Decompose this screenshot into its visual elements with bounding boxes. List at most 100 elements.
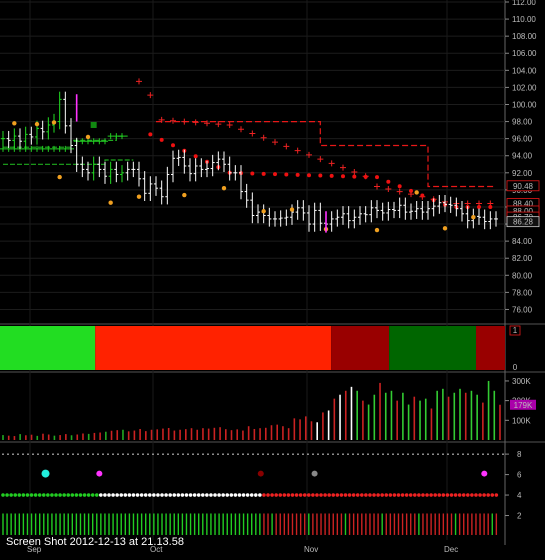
moving-average-dot xyxy=(284,172,289,177)
price-label-box xyxy=(506,180,540,192)
support-plus-marker xyxy=(85,138,91,145)
signal-level8-dot xyxy=(307,453,309,455)
signal-level8-dot xyxy=(407,453,409,455)
signal-level8-dot xyxy=(107,453,109,455)
signal-level8-dot xyxy=(132,453,134,455)
regime-segment xyxy=(331,326,390,370)
signal-level8-dot xyxy=(27,453,29,455)
signal-state-dot xyxy=(37,493,42,497)
signal-level8-dot xyxy=(362,453,364,455)
support-plus-marker xyxy=(119,133,125,140)
signal-tick-label: 2 xyxy=(517,512,522,521)
signal-state-dot xyxy=(278,493,283,497)
swing-point-dot xyxy=(289,207,295,212)
signal-level8-dot xyxy=(497,453,499,455)
signal-state-dot xyxy=(13,493,18,497)
signal-flag-marker xyxy=(481,470,488,477)
moving-average-dot xyxy=(352,174,357,179)
swing-point-dot xyxy=(34,121,40,127)
signal-state-dot xyxy=(311,493,315,497)
price-tick-label: 80.00 xyxy=(512,271,533,280)
signal-state-dot xyxy=(270,493,274,497)
signal-level8-dot xyxy=(342,453,344,455)
support-plus-marker xyxy=(90,138,97,145)
signal-level8-dot xyxy=(262,453,264,455)
swing-point-dot xyxy=(182,192,187,198)
support-plus-marker xyxy=(39,145,46,152)
signal-level8-dot xyxy=(172,453,174,455)
signal-state-dot xyxy=(135,493,140,497)
stop-plus-marker xyxy=(340,164,346,171)
signal-level8-dot xyxy=(487,453,489,455)
signal-state-dot xyxy=(196,493,201,497)
signal-state-dot xyxy=(115,493,119,497)
signal-state-dot xyxy=(466,493,470,497)
signal-state-dot xyxy=(33,493,38,497)
moving-average-dot xyxy=(420,193,425,198)
signal-level8-dot xyxy=(412,453,414,455)
signal-state-dot xyxy=(168,493,172,497)
signal-state-dot xyxy=(413,493,417,497)
price-tick-label: 92.00 xyxy=(512,169,533,178)
price-label-text: 88.00 xyxy=(513,207,534,216)
signal-level8-dot xyxy=(252,453,254,455)
signal-state-dot xyxy=(131,493,136,497)
signal-state-dot xyxy=(62,493,66,497)
signal-level8-dot xyxy=(82,453,84,455)
signal-state-dot xyxy=(17,493,22,497)
signal-level8-dot xyxy=(387,453,389,455)
stop-plus-marker xyxy=(215,121,222,128)
signal-state-dot xyxy=(421,493,425,497)
signal-state-dot xyxy=(474,493,478,497)
signal-state-dot xyxy=(123,493,128,497)
signal-level8-dot xyxy=(417,453,419,455)
signal-state-dot xyxy=(331,493,336,497)
signal-flag-marker xyxy=(41,469,50,478)
signal-level8-dot xyxy=(287,453,289,455)
stop-plus-marker xyxy=(136,78,142,85)
signal-state-dot xyxy=(143,493,148,497)
moving-average-dot xyxy=(159,137,164,142)
signal-state-dot xyxy=(327,493,331,497)
signal-level8-dot xyxy=(377,453,379,455)
signal-state-dot xyxy=(225,493,230,497)
signal-state-dot xyxy=(74,493,79,497)
signal-state-dot xyxy=(188,493,193,497)
signal-level8-dot xyxy=(427,453,429,455)
signal-level8-dot xyxy=(332,453,334,455)
signal-state-dot xyxy=(9,493,13,497)
signal-level8-dot xyxy=(122,453,124,455)
support-line xyxy=(3,159,134,165)
swing-point-dot xyxy=(51,120,57,125)
stop-plus-marker xyxy=(328,160,335,167)
price-tick-label: 96.00 xyxy=(512,135,533,144)
signal-state-dot xyxy=(50,493,54,497)
signal-state-dot xyxy=(319,493,323,497)
signal-state-dot xyxy=(245,493,250,497)
signal-level8-dot xyxy=(312,453,314,455)
signal-state-dot xyxy=(323,493,327,497)
signal-level8-dot xyxy=(22,453,24,455)
price-tick-label: 110.00 xyxy=(512,15,536,24)
signal-state-dot xyxy=(298,493,303,497)
moving-average-dot xyxy=(386,179,391,184)
signal-state-dot xyxy=(221,493,225,497)
signal-flag-marker xyxy=(96,470,103,477)
stop-plus-marker xyxy=(260,134,267,141)
signal-state-dot xyxy=(147,493,152,497)
volume-tick-label: 100K xyxy=(512,416,531,425)
signal-level8-dot xyxy=(292,453,294,455)
signal-state-dot xyxy=(355,493,360,497)
signal-level8-dot xyxy=(72,453,74,455)
signal-state-dot xyxy=(347,493,352,497)
signal-tick-label: 4 xyxy=(517,491,522,500)
signal-state-dot xyxy=(335,493,340,497)
signal-level8-dot xyxy=(92,453,94,455)
signal-state-dot xyxy=(388,493,393,497)
signal-level8-dot xyxy=(357,453,359,455)
price-tick-label: 106.00 xyxy=(512,49,537,58)
price-tick-label: 76.00 xyxy=(512,305,533,314)
signal-level8-dot xyxy=(317,453,319,455)
stop-plus-marker xyxy=(294,147,301,154)
price-label-text: 86.28 xyxy=(513,218,534,227)
